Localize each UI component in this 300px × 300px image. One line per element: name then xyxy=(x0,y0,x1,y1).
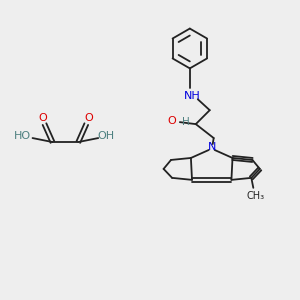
Text: H: H xyxy=(182,117,190,127)
Text: O: O xyxy=(167,116,176,126)
Text: O: O xyxy=(84,113,93,123)
Text: O: O xyxy=(38,113,47,123)
Text: NH: NH xyxy=(183,91,200,101)
Text: HO: HO xyxy=(14,131,31,141)
Text: CH₃: CH₃ xyxy=(246,191,264,201)
Text: OH: OH xyxy=(98,131,115,141)
Text: N: N xyxy=(208,142,216,152)
